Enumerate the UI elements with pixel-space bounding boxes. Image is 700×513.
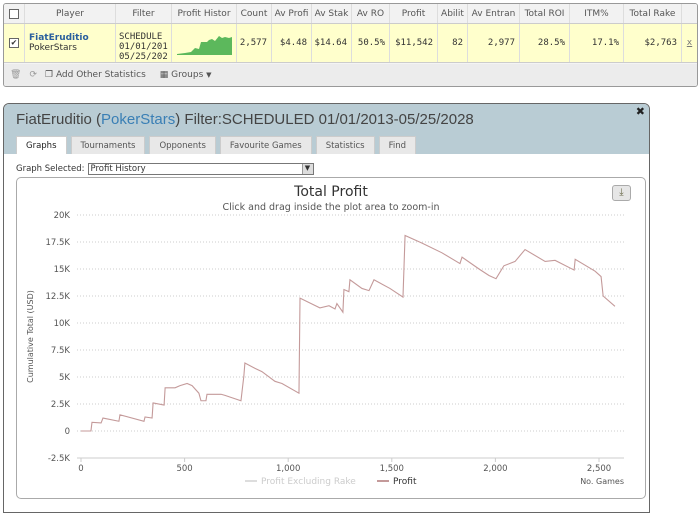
- profit-history-sparkline: [172, 24, 237, 62]
- count-cell: 2,577: [237, 24, 272, 62]
- tab-statistics[interactable]: Statistics: [315, 136, 375, 154]
- itm-cell: 17.1%: [570, 24, 624, 62]
- trash-icon[interactable]: 🗑: [10, 70, 22, 80]
- graph-selector: Graph Selected: Profit History ▼: [16, 163, 314, 175]
- x-tick-label: 1,500: [380, 464, 404, 474]
- col-itm[interactable]: ITM%: [570, 4, 624, 23]
- select-all-checkbox[interactable]: [4, 4, 25, 23]
- legend-item-profit: Profit: [393, 477, 417, 487]
- chevron-down-icon: ▼: [206, 71, 212, 79]
- col-profit[interactable]: Profit: [390, 4, 438, 23]
- av-entrants-cell: 2,977: [468, 24, 520, 62]
- chart-subtitle: Click and drag inside the plot area to z…: [222, 202, 440, 213]
- col-av-entrants[interactable]: Av Entran: [468, 4, 520, 23]
- col-total-roi[interactable]: Total ROI: [520, 4, 570, 23]
- site-name: PokerStars: [29, 43, 77, 53]
- tab-tournaments[interactable]: Tournaments: [70, 136, 146, 154]
- profit-series-line: [81, 234, 616, 432]
- x-tick-label: 0: [78, 464, 83, 474]
- col-profit-history[interactable]: Profit Histor: [172, 4, 237, 23]
- x-tick-label: 500: [176, 464, 192, 474]
- dialog-title: FiatEruditio (PokerStars) Filter:SCHEDUL…: [16, 111, 474, 128]
- profit-chart[interactable]: -2.5K 0 2.5K 5K 7.5K 10K 12.5K 15K 17.5K 20K 0 500 1…: [16, 177, 646, 499]
- graph-select-value: Profit History: [90, 164, 146, 174]
- filter-line: 05/25/202: [119, 52, 168, 62]
- player-dialog: FiatEruditio (PokerStars) Filter:SCHEDUL…: [3, 103, 650, 513]
- tab-favourite-games[interactable]: Favourite Games: [219, 136, 312, 154]
- x-tick-label: 2,500: [587, 464, 611, 474]
- av-stake-cell: $14.64: [312, 24, 352, 62]
- y-tick-label: 2.5K: [51, 400, 71, 410]
- y-tick-label: 5K: [59, 373, 70, 383]
- tab-find[interactable]: Find: [378, 136, 416, 154]
- groups-label: Groups: [171, 70, 204, 80]
- grid-icon: ▦: [159, 70, 169, 80]
- x-axis-label: No. Games: [580, 477, 624, 486]
- legend-item-profit-excluding-rake: Profit Excluding Rake: [261, 477, 356, 487]
- profit-cell: $11,542: [390, 24, 438, 62]
- y-tick-label: 15K: [54, 265, 71, 275]
- col-filter[interactable]: Filter: [116, 4, 172, 23]
- ability-cell: 82: [438, 24, 468, 62]
- filter-text: Filter:SCHEDULED 01/01/2013-05/25/2028: [184, 111, 474, 128]
- site-link[interactable]: PokerStars: [101, 111, 176, 128]
- dialog-header[interactable]: FiatEruditio (PokerStars) Filter:SCHEDUL…: [4, 104, 649, 154]
- y-tick-label: 12.5K: [46, 292, 71, 302]
- col-player[interactable]: Player: [25, 4, 116, 23]
- col-av-roi[interactable]: Av RO: [352, 4, 390, 23]
- av-roi-cell: 50.5%: [352, 24, 390, 62]
- add-statistics-label: Add Other Statistics: [55, 70, 146, 80]
- y-axis-label: Cumulative Total (USD): [26, 290, 35, 383]
- remove-row-button[interactable]: x: [686, 38, 693, 48]
- col-count[interactable]: Count: [237, 4, 272, 23]
- col-total-rake[interactable]: Total Rake: [624, 4, 682, 23]
- tab-opponents[interactable]: Opponents: [149, 136, 216, 154]
- y-tick-label: 10K: [54, 319, 71, 329]
- y-tick-label: 7.5K: [51, 346, 71, 356]
- graph-selected-label: Graph Selected:: [16, 164, 85, 174]
- table-header: Player Filter Profit Histor Count Av Pro…: [4, 4, 697, 24]
- filter-line: 01/01/201: [119, 42, 168, 52]
- player-link[interactable]: FiatEruditio: [29, 33, 89, 43]
- col-av-stake[interactable]: Av Stak: [312, 4, 352, 23]
- x-tick-label: 1,000: [276, 464, 300, 474]
- player-name: FiatEruditio: [16, 111, 92, 128]
- refresh-icon[interactable]: ⟳: [29, 70, 37, 80]
- table-row[interactable]: ✔ FiatEruditio PokerStars SCHEDULE 01/01…: [4, 24, 697, 63]
- filter-cell: SCHEDULE 01/01/201 05/25/202: [116, 24, 172, 62]
- download-icon[interactable]: ⤓: [612, 185, 631, 201]
- groups-dropdown[interactable]: ▦ Groups ▼: [160, 70, 212, 80]
- filter-line: SCHEDULE: [119, 32, 163, 42]
- y-tick-label: 17.5K: [46, 238, 71, 248]
- chart-title: Total Profit: [294, 184, 368, 200]
- col-av-profit[interactable]: Av Profi: [272, 4, 312, 23]
- av-profit-cell: $4.48: [272, 24, 312, 62]
- tab-bar: Graphs Tournaments Opponents Favourite G…: [16, 136, 416, 154]
- graph-select[interactable]: Profit History ▼: [87, 163, 314, 175]
- y-tick-label: 0: [65, 427, 70, 437]
- close-icon[interactable]: ✖: [635, 105, 645, 118]
- statistics-table: Player Filter Profit Histor Count Av Pro…: [3, 3, 698, 87]
- total-roi-cell: 28.5%: [520, 24, 570, 62]
- add-statistics-button[interactable]: ❐ Add Other Statistics: [45, 70, 146, 80]
- total-rake-cell: $2,763: [624, 24, 682, 62]
- tab-graphs[interactable]: Graphs: [16, 136, 67, 154]
- y-tick-label: -2.5K: [48, 454, 71, 464]
- y-tick-label: 20K: [54, 211, 71, 221]
- chart-svg[interactable]: -2.5K 0 2.5K 5K 7.5K 10K 12.5K 15K 17.5K 20K 0 500 1…: [17, 178, 647, 500]
- x-tick-label: 2,000: [483, 464, 507, 474]
- row-checkbox[interactable]: ✔: [4, 24, 25, 62]
- window-icon: ❐: [44, 70, 54, 80]
- col-ability[interactable]: Abilit: [438, 4, 468, 23]
- chevron-down-icon: ▼: [301, 164, 313, 174]
- table-toolbar: 🗑 ⟳ ❐ Add Other Statistics ▦ Groups ▼: [4, 64, 697, 86]
